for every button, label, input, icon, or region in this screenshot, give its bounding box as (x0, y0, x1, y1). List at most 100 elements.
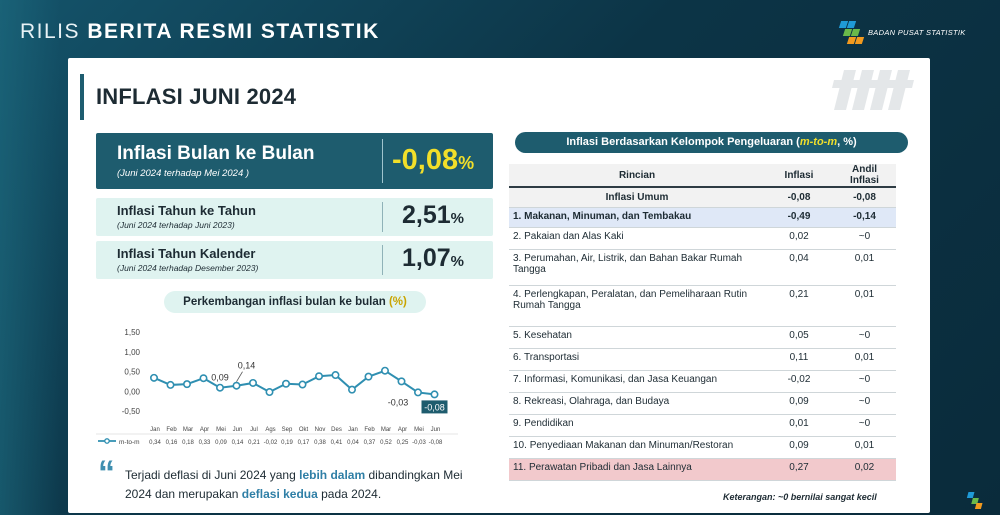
row-label: 2. Pakaian dan Alas Kaki (509, 227, 765, 250)
row-number: 6. (513, 352, 522, 363)
summary-quote: Terjadi deflasi di Juni 2024 yang lebih … (125, 466, 485, 504)
content-panel: INFLASI JUNI 2024 Inflasi Bulan ke Bulan… (68, 58, 930, 513)
row-label: 11. Perawatan Pribadi dan Jasa Lainnya (509, 458, 765, 481)
row-inflasi: 0,09 (765, 392, 833, 415)
data-point (413, 388, 422, 397)
annotation-box (421, 400, 448, 414)
col-header-rincian: Rincian (509, 164, 765, 188)
row-number: 8. (513, 396, 522, 407)
x-tick-label: Ags (265, 427, 275, 433)
x-tick-label: Mei (414, 427, 424, 433)
row-andil: 0,01 (833, 249, 896, 286)
row-inflasi: -0,02 (765, 370, 833, 393)
x-tick-label: Nov (315, 427, 326, 433)
data-point (430, 390, 439, 399)
row-name: Makanan, Minuman, dan Tembakau (524, 211, 692, 222)
data-label: -0,08 (429, 440, 443, 446)
ytd-value: 1,07% (402, 244, 464, 273)
y-tick-label: 1,00 (124, 348, 140, 357)
row-name: Transportasi (523, 352, 580, 363)
top-bar: RILIS BERITA RESMI STATISTIK BADAN PUSAT… (0, 0, 1000, 62)
inflation-by-group-table: Rincian Inflasi Andil Inflasi Inflasi Um… (509, 164, 896, 481)
annotation-label: -0,08 (424, 402, 445, 412)
yoy-inflation-box: Inflasi Tahun ke Tahun (Juni 2024 terhad… (96, 198, 493, 236)
chart-title: Perkembangan inflasi bulan ke bulan (%) (164, 291, 426, 313)
row-name: Perlengkapan, Peralatan, dan Pemeliharaa… (513, 289, 748, 311)
annotation-label: -0,03 (388, 397, 409, 407)
x-tick-label: Apr (200, 427, 209, 433)
mtm-inflation-box: Inflasi Bulan ke Bulan (Juni 2024 terhad… (96, 133, 493, 189)
mtm-number: -0,08 (392, 144, 459, 176)
x-tick-label: Jun (233, 427, 243, 433)
x-tick-label: Jun (431, 427, 441, 433)
row-name: Perawatan Pribadi dan Jasa Lainnya (528, 462, 692, 473)
divider (382, 245, 383, 275)
row-number: 5. (513, 330, 522, 341)
row-label: 10. Penyediaan Makanan dan Minuman/Resto… (509, 436, 765, 459)
y-tick-label: 1,50 (124, 328, 140, 337)
quote-icon: “ (98, 454, 115, 492)
row-name: Pakaian dan Alas Kaki (524, 231, 624, 242)
legend-marker (104, 438, 110, 444)
yoy-number: 2,51 (402, 201, 451, 229)
bps-logo-icon (838, 19, 865, 45)
series-line (153, 369, 435, 396)
x-tick-label: Jul (250, 427, 258, 433)
data-point (199, 374, 208, 383)
page-title: INFLASI JUNI 2024 (96, 84, 297, 109)
row-andil: ~0 (833, 326, 896, 349)
row-inflasi: 0,05 (765, 326, 833, 349)
y-tick-label: 0,50 (124, 368, 140, 377)
ytd-number: 1,07 (402, 244, 451, 272)
row-number: 2. (513, 231, 522, 242)
row-number: 11. (513, 462, 527, 473)
chart-title-unit: (%) (388, 296, 407, 308)
row-label: 5. Kesehatan (509, 326, 765, 349)
row-inflasi: -0,49 (765, 207, 833, 228)
data-label: 0,25 (397, 440, 409, 446)
data-label: 0,33 (199, 440, 211, 446)
data-label: 0,21 (248, 440, 260, 446)
ytd-unit: % (450, 253, 465, 270)
data-point (331, 371, 340, 380)
table-header-row: Rincian Inflasi Andil Inflasi (509, 164, 896, 188)
table-row: 8. Rekreasi, Olahraga, dan Budaya 0,09 ~0 (509, 392, 896, 415)
data-point (249, 378, 258, 387)
row-inflasi: 0,09 (765, 436, 833, 459)
table-title-end: , %) (837, 136, 857, 148)
x-tick-label: Sep (282, 427, 293, 433)
data-label: 0,16 (166, 440, 178, 446)
table-title: Inflasi Berdasarkan Kelompok Pengeluaran… (515, 132, 908, 153)
table-row: 3. Perumahan, Air, Listrik, dan Bahan Ba… (509, 249, 896, 286)
ytd-inflation-box: Inflasi Tahun Kalender (Juni 2024 terhad… (96, 241, 493, 279)
x-tick-label: Apr (398, 427, 407, 433)
x-tick-label: Okt (299, 427, 309, 433)
row-andil: -0,14 (833, 207, 896, 228)
row-name: Rekreasi, Olahraga, dan Budaya (524, 396, 670, 407)
bps-brand: BADAN PUSAT STATISTIK (838, 19, 966, 45)
data-point (364, 372, 373, 381)
chart-title-text: Perkembangan inflasi bulan ke bulan (183, 296, 389, 308)
row-label: 9. Pendidikan (509, 414, 765, 437)
ytd-sublabel: (Juni 2024 terhadap Desember 2023) (117, 263, 259, 273)
x-tick-label: Jan (348, 427, 358, 433)
quote-emphasis: deflasi kedua (241, 487, 318, 501)
data-label: 0,19 (281, 440, 293, 446)
data-point (298, 380, 307, 389)
x-tick-label: Mar (183, 427, 193, 433)
data-label: -0,02 (264, 440, 278, 446)
x-tick-label: Mar (381, 427, 391, 433)
data-label: 0,18 (182, 440, 194, 446)
legend-label: m-to-m (119, 439, 140, 446)
row-label: 6. Transportasi (509, 348, 765, 371)
yoy-label: Inflasi Tahun ke Tahun (117, 203, 256, 218)
data-point (149, 373, 158, 382)
table-row: 10. Penyediaan Makanan dan Minuman/Resto… (509, 436, 896, 459)
row-andil: ~0 (833, 370, 896, 393)
row-number: 7. (513, 374, 522, 385)
mtm-line-chart: 1,501,000,500,00-0,500,090,14-0,03 -0,08J… (96, 328, 458, 446)
data-point (380, 366, 389, 375)
col-header-inflasi: Inflasi (765, 164, 833, 188)
row-number: 3. (513, 253, 522, 264)
table-title-italic: m-to-m (799, 136, 838, 148)
